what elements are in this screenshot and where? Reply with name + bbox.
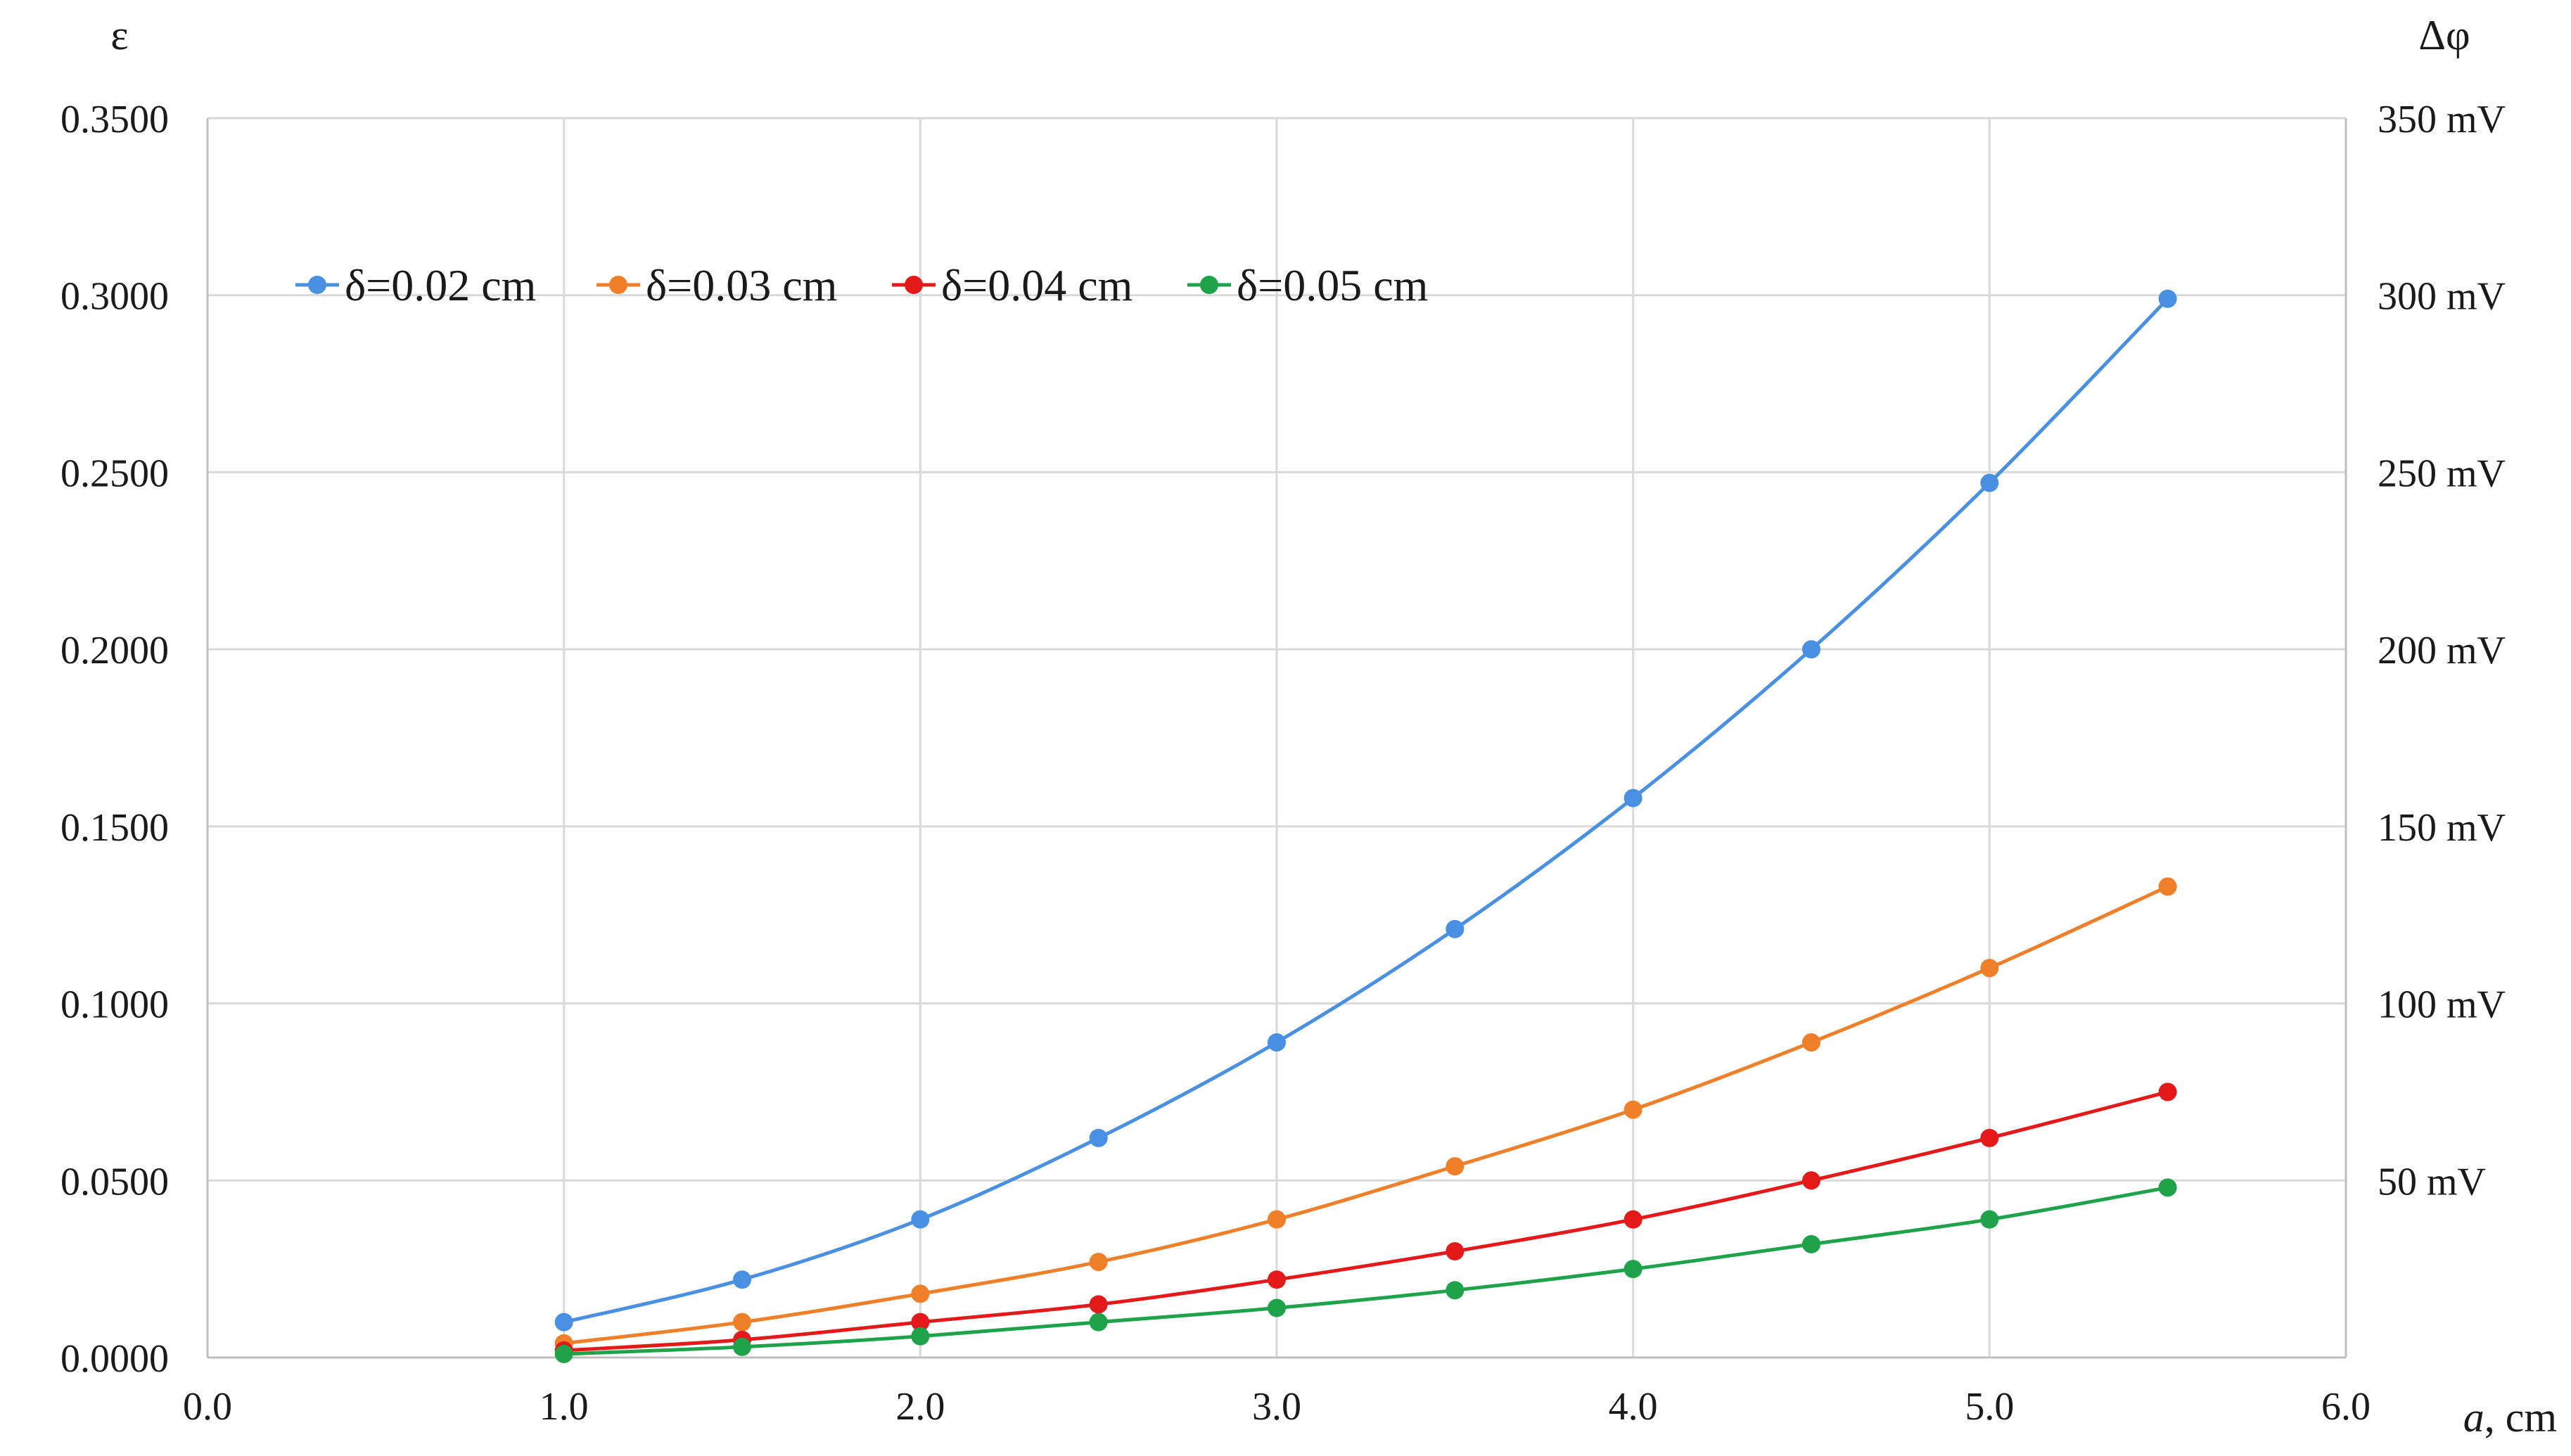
series-point [1623,1260,1642,1279]
y-right-tick-label: 50 mV [2378,1160,2486,1203]
tick-labels: 0.0 1.0 2.0 3.0 4.0 5.0 6.0 0.0000 0.0500 0.1000 0… [60,98,2506,1429]
x-tick-label: 6.0 [2321,1385,2371,1429]
series-point [1446,1281,1465,1300]
legend-label: δ=0.02 cm [345,260,536,310]
x-tick-label: 3.0 [1252,1385,1301,1429]
series-point [1980,473,1999,492]
series-point [733,1313,751,1332]
series-point [1980,1210,1999,1229]
series-line [563,1185,2169,1356]
series-point [733,1337,751,1356]
series-point [733,1270,751,1289]
y-left-tick-label: 0.2000 [60,629,169,672]
x-axis-title: a, cm [2463,1394,2557,1441]
y-left-tick-label: 0.3500 [60,98,169,141]
series-1 [554,289,2177,1332]
series-point [2158,289,2177,308]
series-point [1980,1128,1999,1147]
series-point [1446,1241,1465,1260]
series-point [2158,877,2177,896]
series-4 [554,1178,2177,1363]
y-left-axis-title: ε [110,12,128,58]
series-line [563,885,2169,1346]
series-point [911,1284,930,1303]
series-point [1268,1298,1286,1317]
y-left-tick-label: 0.1000 [60,983,169,1027]
y-right-tick-label: 350 mV [2378,98,2506,141]
legend-marker [609,276,627,294]
legend-item: δ=0.03 cm [597,260,837,310]
legend-marker [1200,276,1218,294]
series-3 [554,1083,2177,1360]
x-tick-label: 0.0 [183,1385,232,1429]
series-point [911,1327,930,1346]
legend-marker [905,276,923,294]
series-point [1089,1295,1108,1314]
y-left-tick-label: 0.0000 [60,1337,169,1381]
y-right-tick-label: 200 mV [2378,629,2506,672]
series-point [1268,1270,1286,1289]
y-right-tick-label: 100 mV [2378,983,2506,1027]
series-point [1268,1033,1286,1052]
series-point [1089,1253,1108,1272]
series-point [1802,640,1820,659]
y-right-tick-label: 300 mV [2378,275,2506,319]
legend-label: δ=0.03 cm [646,260,837,310]
series-point [1446,919,1465,938]
series-point [554,1344,573,1363]
series-point [1623,788,1642,807]
series-point [1089,1128,1108,1147]
series-line [563,1090,2169,1353]
y-left-tick-label: 0.3000 [60,275,169,319]
series-point [1623,1100,1642,1119]
legend-marker [308,276,326,294]
series-point [2158,1178,2177,1197]
series-point [1802,1234,1820,1253]
legend-item: δ=0.05 cm [1187,260,1428,310]
series-point [1446,1157,1465,1176]
y-right-tick-label: 250 mV [2378,452,2506,495]
legend-item: δ=0.04 cm [892,260,1133,310]
series-point [911,1210,930,1229]
y-left-tick-label: 0.1500 [60,806,169,850]
y-left-tick-label: 0.2500 [60,452,169,495]
y-right-tick-label: 150 mV [2378,806,2506,850]
series-point [554,1313,573,1332]
series-point [1268,1210,1286,1229]
x-tick-label: 4.0 [1609,1385,1658,1429]
series-layer [554,289,2177,1363]
series-point [1802,1171,1820,1190]
x-axis-title-unit: , cm [2484,1394,2557,1441]
series-point [1802,1033,1820,1052]
y-left-tick-label: 0.0500 [60,1160,169,1203]
x-tick-label: 2.0 [895,1385,945,1429]
series-point [911,1313,930,1332]
legend-label: δ=0.05 cm [1237,260,1428,310]
series-point [1089,1313,1108,1332]
legend: δ=0.02 cm δ=0.03 cm δ=0.04 cm δ=0.05 cm [295,260,1428,310]
y-right-axis-title: Δφ [2418,12,2470,58]
series-point [1623,1210,1642,1229]
series-point [2158,1083,2177,1101]
x-axis-title-main: a [2463,1394,2484,1441]
legend-label: δ=0.04 cm [941,260,1133,310]
x-tick-label: 5.0 [1965,1385,2014,1429]
series-2 [554,877,2177,1353]
x-tick-label: 1.0 [540,1385,589,1429]
series-point [1980,959,1999,978]
legend-item: δ=0.02 cm [295,260,536,310]
series-line [563,297,2169,1324]
